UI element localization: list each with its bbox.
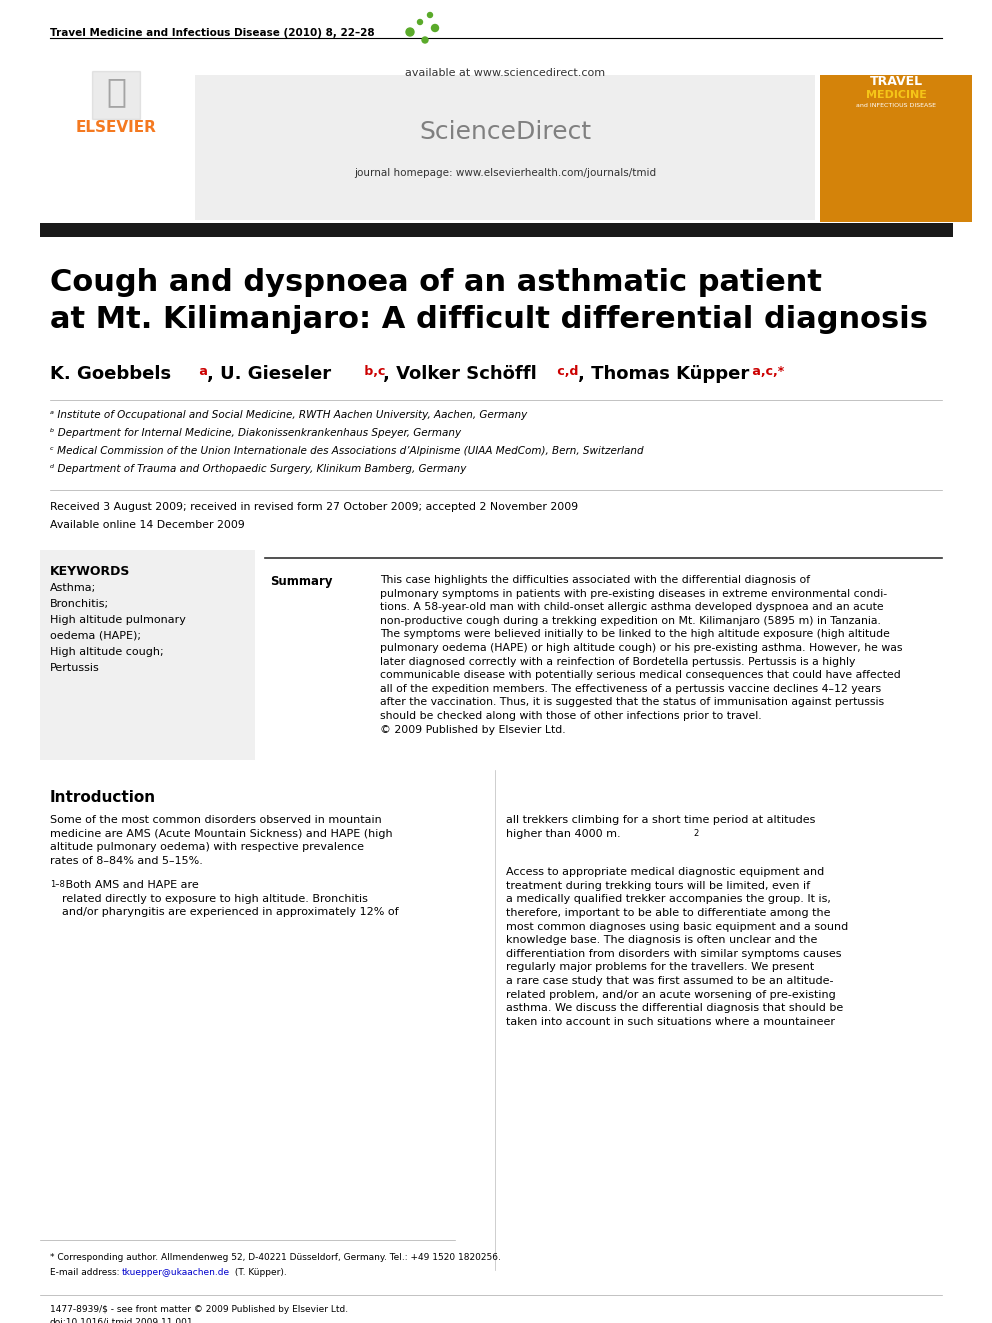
Text: all trekkers climbing for a short time period at altitudes
higher than 4000 m.: all trekkers climbing for a short time p… — [506, 815, 815, 839]
Text: Summary: Summary — [270, 576, 332, 587]
Text: Received 3 August 2009; received in revised form 27 October 2009; accepted 2 Nov: Received 3 August 2009; received in revi… — [50, 501, 578, 512]
Text: b,c: b,c — [360, 365, 385, 378]
Text: Both AMS and HAPE are
related directly to exposure to high altitude. Bronchitis
: Both AMS and HAPE are related directly t… — [62, 880, 399, 917]
Text: at Mt. Kilimanjaro: A difficult differential diagnosis: at Mt. Kilimanjaro: A difficult differen… — [50, 306, 928, 333]
Text: ᵈ Department of Trauma and Orthopaedic Surgery, Klinikum Bamberg, Germany: ᵈ Department of Trauma and Orthopaedic S… — [50, 464, 466, 474]
Text: KEYWORDS: KEYWORDS — [50, 565, 130, 578]
Text: This case highlights the difficulties associated with the differential diagnosis: This case highlights the difficulties as… — [380, 576, 903, 734]
Text: Cough and dyspnoea of an asthmatic patient: Cough and dyspnoea of an asthmatic patie… — [50, 269, 822, 296]
FancyBboxPatch shape — [40, 550, 255, 759]
Text: Travel Medicine and Infectious Disease (2010) 8, 22–28: Travel Medicine and Infectious Disease (… — [50, 28, 375, 38]
Text: 1477-8939/$ - see front matter © 2009 Published by Elsevier Ltd.: 1477-8939/$ - see front matter © 2009 Pu… — [50, 1304, 348, 1314]
FancyBboxPatch shape — [40, 224, 953, 237]
Text: * Corresponding author. Allmendenweg 52, D-40221 Düsseldorf, Germany. Tel.: +49 : * Corresponding author. Allmendenweg 52,… — [50, 1253, 501, 1262]
Text: oedema (HAPE);: oedema (HAPE); — [50, 631, 141, 642]
Text: 1–8: 1–8 — [50, 880, 64, 889]
Text: (T. Küpper).: (T. Küpper). — [232, 1267, 287, 1277]
Text: available at www.sciencedirect.com: available at www.sciencedirect.com — [405, 67, 605, 78]
Text: a: a — [195, 365, 208, 378]
Text: Some of the most common disorders observed in mountain
medicine are AMS (Acute M: Some of the most common disorders observ… — [50, 815, 393, 865]
Text: 2: 2 — [693, 830, 698, 837]
Text: ᶜ Medical Commission of the Union Internationale des Associations d’Alpinisme (U: ᶜ Medical Commission of the Union Intern… — [50, 446, 644, 456]
Text: MEDICINE: MEDICINE — [866, 90, 927, 101]
Text: K. Goebbels: K. Goebbels — [50, 365, 172, 382]
Text: journal homepage: www.elsevierhealth.com/journals/tmid: journal homepage: www.elsevierhealth.com… — [354, 168, 656, 179]
Text: ᵇ Department for Internal Medicine, Diakonissenkrankenhaus Speyer, Germany: ᵇ Department for Internal Medicine, Diak… — [50, 429, 461, 438]
FancyBboxPatch shape — [40, 75, 192, 222]
Text: Asthma;: Asthma; — [50, 583, 96, 593]
Text: High altitude pulmonary: High altitude pulmonary — [50, 615, 186, 624]
FancyBboxPatch shape — [820, 75, 972, 222]
Text: High altitude cough;: High altitude cough; — [50, 647, 164, 658]
Text: Introduction: Introduction — [50, 790, 156, 804]
Text: , Thomas Küpper: , Thomas Küpper — [578, 365, 749, 382]
Circle shape — [428, 12, 433, 17]
Text: and INFECTIOUS DISEASE: and INFECTIOUS DISEASE — [856, 103, 936, 108]
Text: Pertussis: Pertussis — [50, 663, 100, 673]
Text: a,c,*: a,c,* — [748, 365, 785, 378]
Text: , Volker Schöffl: , Volker Schöffl — [383, 365, 537, 382]
Text: ELSEVIER: ELSEVIER — [75, 120, 157, 135]
Text: , U. Gieseler: , U. Gieseler — [207, 365, 331, 382]
Circle shape — [418, 20, 423, 25]
Circle shape — [406, 28, 414, 36]
Text: Bronchitis;: Bronchitis; — [50, 599, 109, 609]
Text: Access to appropriate medical diagnostic equipment and
treatment during trekking: Access to appropriate medical diagnostic… — [506, 840, 848, 1027]
FancyBboxPatch shape — [195, 75, 815, 220]
Text: Available online 14 December 2009: Available online 14 December 2009 — [50, 520, 245, 531]
Text: tkuepper@ukaachen.de: tkuepper@ukaachen.de — [122, 1267, 230, 1277]
Text: TRAVEL: TRAVEL — [869, 75, 923, 89]
Text: E-mail address:: E-mail address: — [50, 1267, 119, 1277]
Text: c,d: c,d — [553, 365, 578, 378]
Text: doi:10.1016/j.tmid.2009.11.001: doi:10.1016/j.tmid.2009.11.001 — [50, 1318, 193, 1323]
Text: ᵃ Institute of Occupational and Social Medicine, RWTH Aachen University, Aachen,: ᵃ Institute of Occupational and Social M… — [50, 410, 528, 419]
Text: ScienceDirect: ScienceDirect — [419, 120, 591, 144]
Text: 🌳: 🌳 — [106, 75, 126, 108]
Circle shape — [422, 37, 428, 44]
Circle shape — [432, 25, 438, 32]
